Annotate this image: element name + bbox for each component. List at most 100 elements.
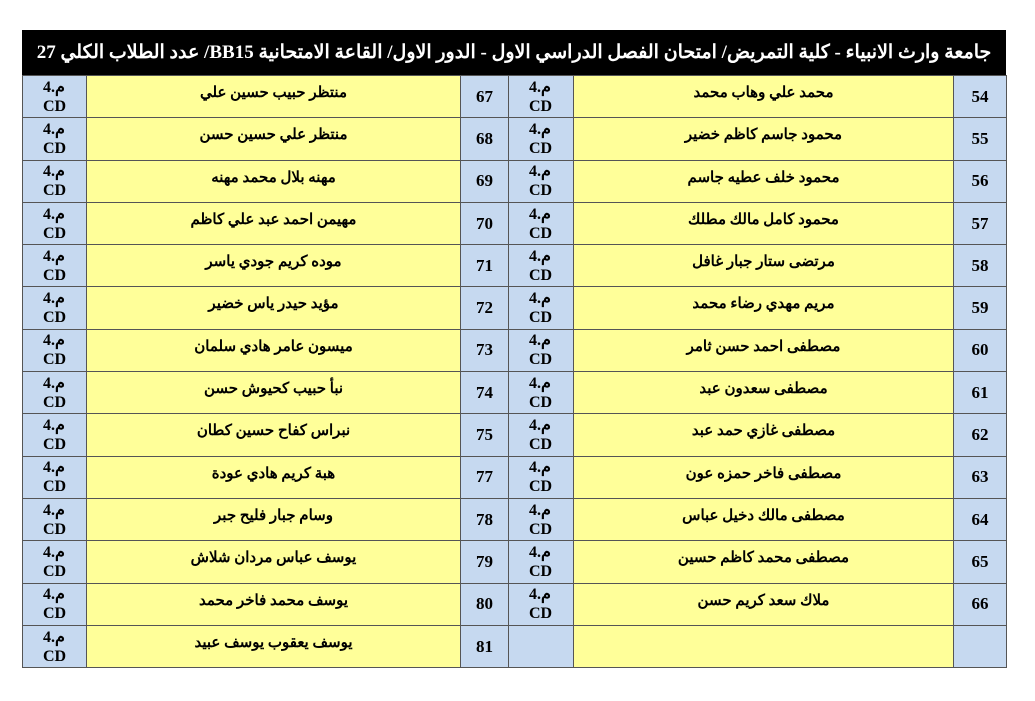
student-number: 65 xyxy=(953,540,1007,584)
code-cell: م.4 CD xyxy=(508,455,574,499)
student-number: 81 xyxy=(460,624,509,669)
student-number: 67 xyxy=(460,74,509,119)
student-number: 70 xyxy=(460,201,509,246)
code-cell: م.4 CD xyxy=(22,497,87,542)
code-cell: م.4 CD xyxy=(22,117,87,161)
code-text: م.4 xyxy=(43,374,65,392)
code-cell: م.4 CD xyxy=(508,201,574,246)
code-cell: م.4 CD xyxy=(22,244,87,288)
code-text: م.4 xyxy=(529,290,551,308)
code-cell: م.4 CD xyxy=(22,582,87,626)
student-name: يوسف محمد فاخر محمد xyxy=(86,582,461,626)
student-number: 77 xyxy=(460,455,509,499)
student-number: 63 xyxy=(953,455,1007,499)
code-text: CD xyxy=(529,436,553,454)
code-text: CD xyxy=(529,393,553,411)
table-row: م.4 CD منتظر علي حسين حسن 68 م.4 CD محمود جاسم… xyxy=(22,117,1007,161)
code-text: م.4 xyxy=(43,586,65,604)
code-cell: م.4 CD xyxy=(22,540,87,584)
table-row: م.4 CD نبأ حبيب كحيوش حسن 74 م.4 CD مصطفى سعدو… xyxy=(22,371,1007,415)
code-text: م.4 xyxy=(529,120,551,138)
code-text: م.4 xyxy=(529,543,551,561)
code-text: م.4 xyxy=(43,247,65,265)
document: جامعة وارث الانبياء - كلية التمريض/ امتح… xyxy=(22,30,1007,669)
student-number: 79 xyxy=(460,540,509,584)
code-text: CD xyxy=(529,562,553,580)
student-number: 80 xyxy=(460,582,509,626)
code-cell: م.4 CD xyxy=(508,582,574,626)
student-name: هبة كريم هادي عودة xyxy=(86,455,461,499)
student-number: 60 xyxy=(953,328,1007,373)
student-number: 58 xyxy=(953,244,1007,288)
student-number: 75 xyxy=(460,413,509,457)
student-number: 71 xyxy=(460,244,509,288)
header-title: جامعة وارث الانبياء - كلية التمريض/ امتح… xyxy=(22,30,1006,75)
code-text: م.4 xyxy=(43,417,65,435)
student-name: مصطفى غازي حمد عبد xyxy=(573,413,954,457)
code-cell: م.4 CD xyxy=(508,244,574,288)
student-number: 61 xyxy=(953,371,1007,415)
table-row: م.4 CD ميسون عامر هادي سلمان 73 م.4 CD مصطفى ا… xyxy=(22,328,1007,373)
student-name: محمود جاسم كاظم خضير xyxy=(573,117,954,161)
code-text: م.4 xyxy=(529,501,551,519)
table-row: م.4 CD مؤيد حيدر ياس خضير 72 م.4 CD مريم مهدي … xyxy=(22,286,1007,330)
code-cell: م.4 CD xyxy=(508,117,574,161)
code-cell: م.4 CD xyxy=(508,74,574,119)
code-cell: م.4 CD xyxy=(22,624,87,669)
code-text: CD xyxy=(529,266,553,284)
code-text: م.4 xyxy=(529,586,551,604)
code-text: م.4 xyxy=(529,163,551,181)
code-text: م.4 xyxy=(43,628,65,646)
code-text: CD xyxy=(529,309,553,327)
table-row: م.4 CD نبراس كفاح حسين كطان 75 م.4 CD مصطفى غا… xyxy=(22,413,1007,457)
student-number: 56 xyxy=(953,159,1007,203)
code-text: م.4 xyxy=(43,163,65,181)
student-name: مهنه بلال محمد مهنه xyxy=(86,159,461,203)
student-number: 66 xyxy=(953,582,1007,626)
table-row: م.4 CD هبة كريم هادي عودة 77 م.4 CD مصطفى فاخر… xyxy=(22,455,1007,499)
code-text: CD xyxy=(43,182,67,200)
code-text: CD xyxy=(43,647,67,665)
student-number: 55 xyxy=(953,117,1007,161)
code-text: م.4 xyxy=(43,78,65,96)
table-row: م.4 CD منتظر حبيب حسين علي 67 م.4 CD محمد علي … xyxy=(22,74,1007,119)
code-text: م.4 xyxy=(529,417,551,435)
student-table: م.4 CD منتظر حبيب حسين علي 67 م.4 CD محمد علي … xyxy=(22,74,1007,669)
student-number: 59 xyxy=(953,286,1007,330)
empty-cell xyxy=(953,624,1007,669)
student-number: 74 xyxy=(460,371,509,415)
student-name: ملاك سعد كريم حسن xyxy=(573,582,954,626)
student-name: نبراس كفاح حسين كطان xyxy=(86,413,461,457)
code-text: CD xyxy=(529,605,553,623)
code-cell: م.4 CD xyxy=(22,159,87,203)
code-cell: م.4 CD xyxy=(508,540,574,584)
code-text: CD xyxy=(529,224,553,242)
code-text: CD xyxy=(43,605,67,623)
code-text: م.4 xyxy=(43,290,65,308)
code-text: م.4 xyxy=(43,459,65,477)
student-name: نبأ حبيب كحيوش حسن xyxy=(86,371,461,415)
code-text: CD xyxy=(43,139,67,157)
student-number: 68 xyxy=(460,117,509,161)
student-name: موده كريم جودي ياسر xyxy=(86,244,461,288)
student-number: 73 xyxy=(460,328,509,373)
code-text: CD xyxy=(43,520,67,538)
code-text: CD xyxy=(43,266,67,284)
student-name: ميسون عامر هادي سلمان xyxy=(86,328,461,373)
code-text: م.4 xyxy=(529,78,551,96)
code-text: CD xyxy=(43,436,67,454)
code-cell: م.4 CD xyxy=(508,371,574,415)
code-cell: م.4 CD xyxy=(22,413,87,457)
code-text: CD xyxy=(43,478,67,496)
student-number: 62 xyxy=(953,413,1007,457)
table-row: م.4 CD يوسف عباس مردان شلاش 79 م.4 CD مصطفى مح… xyxy=(22,540,1007,584)
code-cell: م.4 CD xyxy=(508,497,574,542)
student-name: محمود كامل مالك مطلك xyxy=(573,201,954,246)
student-number: 57 xyxy=(953,201,1007,246)
empty-cell xyxy=(508,624,574,669)
code-cell: م.4 CD xyxy=(508,286,574,330)
code-text: م.4 xyxy=(529,459,551,477)
code-text: CD xyxy=(43,97,67,115)
table-row: م.4 CD وسام جبار فليح جبر 78 م.4 CD مصطفى مالك… xyxy=(22,497,1007,542)
